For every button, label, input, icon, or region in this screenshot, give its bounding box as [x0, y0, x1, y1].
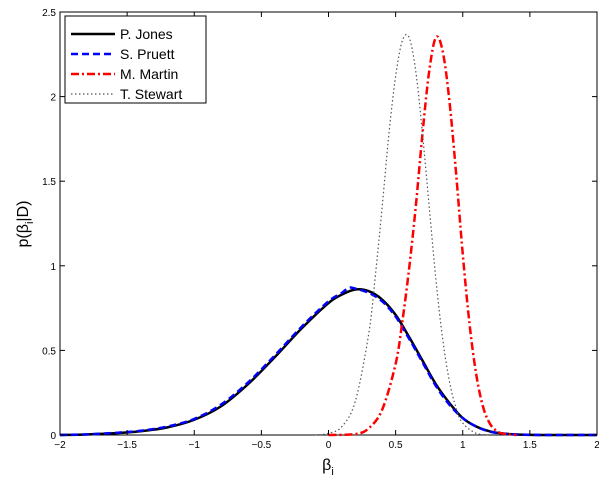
series-line-s-pruett [59, 286, 597, 437]
x-tick-label: 2 [594, 440, 599, 451]
x-tick-label: −1.5 [117, 440, 137, 451]
y-tick-label: 1.5 [42, 177, 56, 188]
series-line-m-martin [328, 35, 517, 437]
legend-label-s-pruett: S. Pruett [120, 46, 175, 62]
x-tick-label: 0 [326, 440, 332, 451]
legend-box [64, 15, 207, 104]
x-tick-label: 1 [460, 440, 466, 451]
ticks-layer: −2 −1.5 −1 −0.5 0 0.5 1 1.5 2 0 0.5 1 1.5 2 2.5 [42, 8, 599, 451]
curves-layer [59, 33, 597, 437]
series-line-t-stewart [314, 33, 490, 436]
x-tick-label: −2 [54, 440, 66, 451]
y-tick-label: 2.5 [42, 8, 56, 19]
x-tick-label: 1.5 [523, 440, 537, 451]
y-axis-label: p(βi|D) [15, 201, 36, 248]
y-tick-label: 1 [50, 262, 56, 273]
x-tick-label: −0.5 [252, 440, 272, 451]
x-tick-label: 0.5 [389, 440, 403, 451]
x-tick-label: −1 [189, 440, 201, 451]
y-tick-label: 0 [50, 431, 56, 442]
legend: P. Jones S. Pruett M. Martin T. Stewart [64, 15, 207, 104]
y-tick-label: 2 [50, 93, 56, 104]
x-axis-label: βi [322, 457, 334, 477]
y-tick-label: 0.5 [42, 346, 56, 357]
legend-label-m-martin: M. Martin [120, 66, 178, 82]
legend-label-p-jones: P. Jones [120, 26, 173, 42]
legend-label-t-stewart: T. Stewart [120, 86, 182, 102]
